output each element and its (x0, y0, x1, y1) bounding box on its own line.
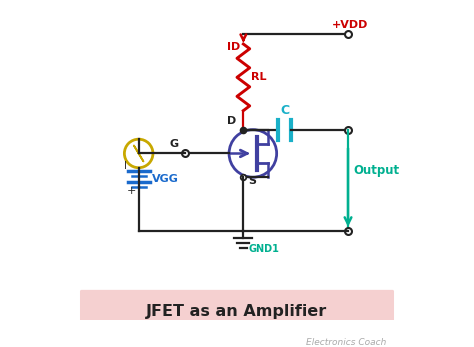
Text: G: G (169, 139, 178, 149)
Text: Electronics Coach: Electronics Coach (306, 338, 386, 347)
Text: I: I (124, 161, 127, 171)
Text: C: C (280, 104, 289, 117)
Text: +VDD: +VDD (332, 20, 369, 30)
Text: D: D (227, 117, 237, 127)
Text: GND1: GND1 (248, 244, 279, 254)
Text: JFET as an Amplifier: JFET as an Amplifier (146, 304, 328, 319)
Text: RL: RL (251, 72, 267, 82)
Text: ID: ID (227, 42, 240, 52)
Text: VGG: VGG (152, 174, 179, 184)
Text: +: + (127, 186, 136, 196)
Text: S: S (248, 176, 256, 186)
Text: Output: Output (354, 164, 400, 177)
FancyBboxPatch shape (80, 290, 394, 333)
